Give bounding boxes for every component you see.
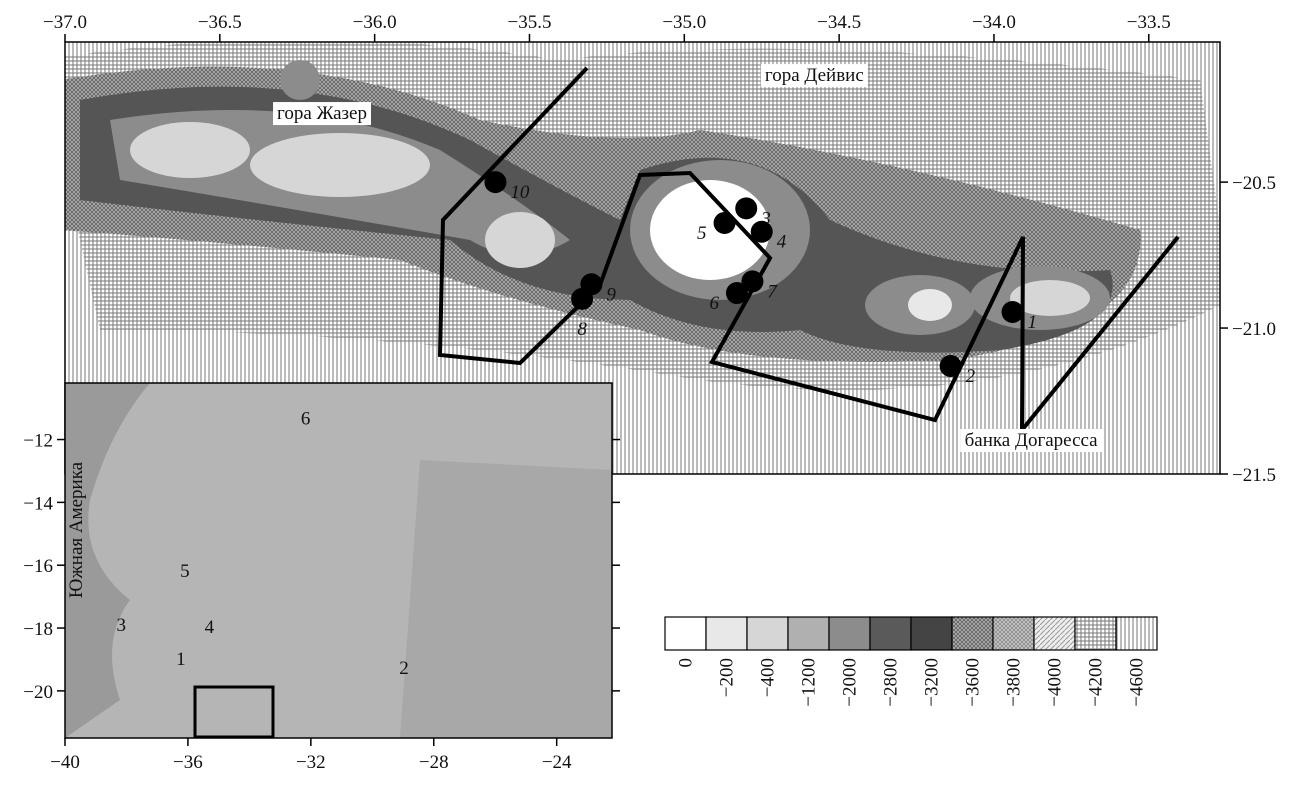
x-tick-label: −24 bbox=[542, 752, 572, 773]
x-tick-label: −36 bbox=[173, 752, 203, 773]
x-tick-label: −28 bbox=[419, 752, 449, 773]
feature-label: 2 bbox=[399, 658, 409, 679]
station bbox=[735, 197, 757, 219]
legend-swatch bbox=[1116, 617, 1157, 650]
legend-label: −3200 bbox=[922, 658, 943, 707]
inset-map: −40 −36 −32 −28 −24 −12 −14 −16 −18 −20 Южная Амер… bbox=[23, 383, 620, 773]
legend-swatch bbox=[952, 617, 993, 650]
relief-dark bbox=[400, 460, 612, 738]
legend-label: 0 bbox=[676, 658, 697, 668]
place-label: банка Догаресса bbox=[965, 430, 1099, 451]
y-tick-label: −12 bbox=[23, 431, 53, 452]
place-label: гора Дейвис bbox=[765, 65, 864, 86]
station-label: 6 bbox=[709, 293, 719, 314]
station bbox=[940, 355, 962, 377]
feature-label: 5 bbox=[180, 561, 190, 582]
station-label: 7 bbox=[767, 281, 778, 302]
station-label: 10 bbox=[510, 182, 529, 203]
station-label: 4 bbox=[777, 232, 787, 253]
x-tick-label: −37.0 bbox=[43, 12, 87, 33]
x-tick-label: −36.0 bbox=[353, 12, 397, 33]
station bbox=[751, 221, 773, 243]
station bbox=[484, 171, 506, 193]
legend-swatch bbox=[911, 617, 952, 650]
x-tick-label: −35.0 bbox=[662, 12, 706, 33]
place-label: гора Жазер bbox=[277, 103, 367, 124]
legend-swatch bbox=[788, 617, 829, 650]
feature-label: 3 bbox=[116, 615, 126, 636]
y-tick-label: −16 bbox=[23, 556, 53, 577]
y-tick-label: −21.5 bbox=[1232, 465, 1276, 486]
station bbox=[1002, 301, 1024, 323]
legend-label: −4600 bbox=[1127, 658, 1148, 707]
y-tick-label: −20 bbox=[23, 682, 53, 703]
station bbox=[714, 212, 736, 234]
legend-label: −1200 bbox=[799, 658, 820, 707]
x-tick-label: −35.5 bbox=[507, 12, 551, 33]
feature-label: 4 bbox=[205, 617, 215, 638]
station-label: 5 bbox=[697, 223, 707, 244]
legend-label: −3600 bbox=[963, 658, 984, 707]
x-tick-label: −40 bbox=[50, 752, 80, 773]
legend-label: −4200 bbox=[1086, 658, 1107, 707]
y-tick-label: −21.0 bbox=[1232, 319, 1276, 340]
legend-swatch bbox=[829, 617, 870, 650]
feature-label: 1 bbox=[176, 649, 186, 670]
figure: −37.0 −36.5 −36.0 −35.5 −35.0 −34.5 −34.0 −33.5… bbox=[0, 0, 1309, 787]
feature-label: 6 bbox=[301, 408, 311, 429]
y-tick-label: −14 bbox=[23, 493, 53, 514]
x-tick-label: −32 bbox=[296, 752, 326, 773]
legend-swatch bbox=[1075, 617, 1116, 650]
legend-label: −400 bbox=[758, 658, 779, 697]
legend-swatch bbox=[706, 617, 747, 650]
legend-swatch bbox=[870, 617, 911, 650]
station-label: 2 bbox=[966, 366, 976, 387]
legend-label: −3800 bbox=[1004, 658, 1025, 707]
station bbox=[580, 273, 602, 295]
station-label: 8 bbox=[577, 319, 587, 340]
station bbox=[741, 270, 763, 292]
y-tick-label: −18 bbox=[23, 619, 53, 640]
station-label: 9 bbox=[606, 284, 616, 305]
y-tick-label: −20.5 bbox=[1232, 173, 1276, 194]
legend-label: −200 bbox=[717, 658, 738, 697]
legend-swatch bbox=[993, 617, 1034, 650]
legend-swatch bbox=[747, 617, 788, 650]
x-tick-label: −36.5 bbox=[198, 12, 242, 33]
x-tick-label: −33.5 bbox=[1127, 12, 1171, 33]
x-tick-label: −34.5 bbox=[817, 12, 861, 33]
legend-label: −4000 bbox=[1045, 658, 1066, 707]
continent-label: Южная Америка bbox=[66, 461, 87, 598]
legend-swatch bbox=[1034, 617, 1075, 650]
legend: 0−200−400−1200−2000−2800−3200−3600−3800−… bbox=[665, 617, 1157, 707]
legend-label: −2000 bbox=[840, 658, 861, 707]
legend-label: −2800 bbox=[881, 658, 902, 707]
x-tick-label: −34.0 bbox=[972, 12, 1016, 33]
legend-swatch bbox=[665, 617, 706, 650]
station-label: 1 bbox=[1028, 312, 1038, 333]
